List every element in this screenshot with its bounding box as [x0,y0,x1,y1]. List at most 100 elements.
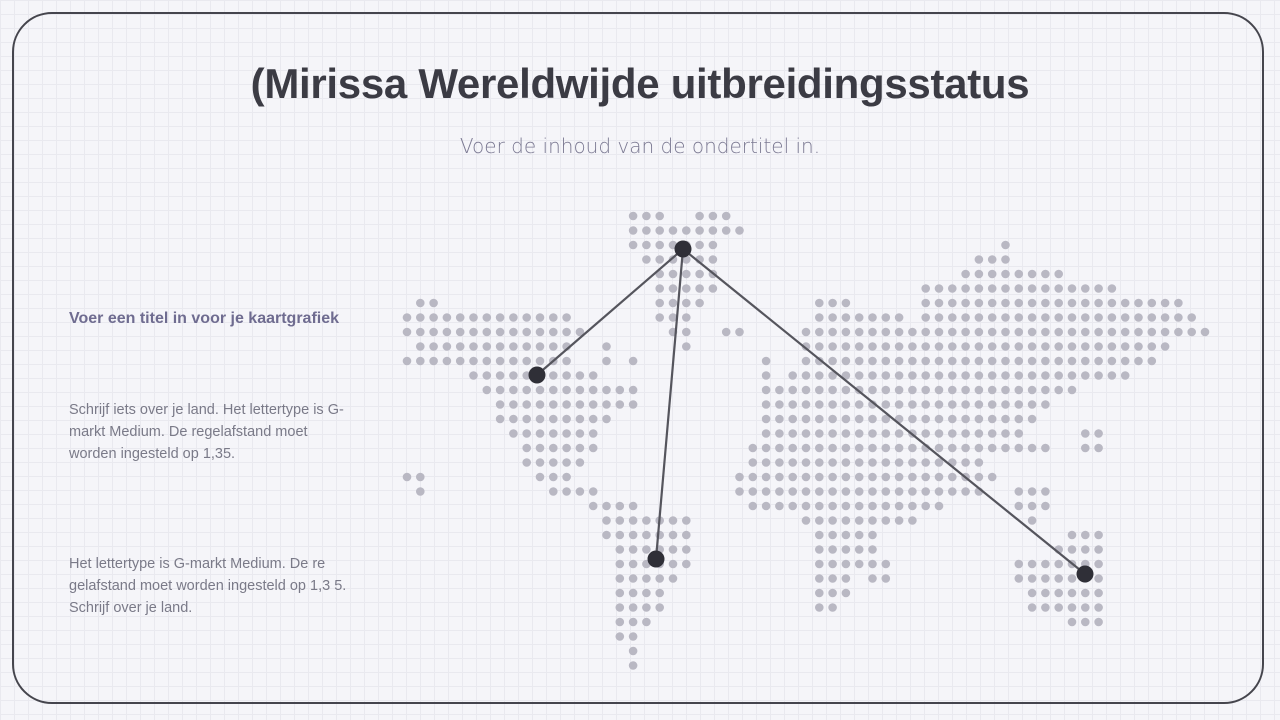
map-dot [948,443,957,453]
map-dot [575,458,585,467]
map-dot [522,429,531,438]
map-dot [934,313,944,322]
map-dot [1094,530,1103,540]
map-dot [775,458,784,467]
map-dot [642,226,651,235]
map-dot [987,356,997,366]
map-dot [894,487,904,496]
map-dot [841,559,851,569]
map-dot [1001,269,1010,279]
map-dot [668,559,678,569]
map-dot [775,443,784,453]
map-dot [1067,617,1077,627]
map-dot [1147,327,1157,337]
page-subtitle: Voer de inhoud van de ondertitel in. [459,134,821,158]
map-dot [1067,313,1077,322]
map-dot [788,400,797,409]
map-dot [442,327,452,337]
map-dot [775,501,784,511]
map-dot [881,400,891,409]
map-dot [854,545,864,554]
map-dot [841,530,851,540]
map-dot [828,298,837,308]
map-dot [974,458,984,467]
map-dot [841,443,851,453]
map-dot [921,472,930,482]
map-dot [668,226,678,235]
map-dot [908,443,917,453]
map-dot [668,574,678,583]
map-dot [509,414,518,424]
map-dot [881,501,891,511]
map-dot [1054,313,1063,322]
map-dot [668,284,678,293]
map-dot [1027,559,1037,569]
map-dot [1054,371,1063,380]
map-dot [588,414,598,424]
map-dot [482,371,492,380]
connection-line-hub-to-north-america [536,248,684,376]
map-dot [868,313,877,322]
map-dot [575,327,585,337]
map-dot [1067,298,1077,308]
map-dot [921,414,930,424]
map-dot [881,487,891,496]
map-dot [1134,327,1143,337]
map-dot [854,487,864,496]
map-dot [748,487,758,496]
map-dot [1081,342,1090,351]
map-dot [828,574,837,583]
map-dot [735,327,744,337]
map-dot [788,501,797,511]
map-dot [868,414,877,424]
map-dot [841,487,851,496]
map-dot [668,298,678,308]
map-dot [482,342,492,351]
map-dot [1054,385,1063,395]
map-dot [1054,559,1063,569]
map-dot [828,327,837,337]
map-dot [1001,342,1010,351]
map-dot [894,342,904,351]
map-dot [828,530,837,540]
map-dot [522,327,531,337]
connection-line-hub-to-south-america [654,248,685,560]
map-dot [602,400,611,409]
map-dot [815,472,824,482]
map-dot [881,443,891,453]
map-dot [682,226,691,235]
map-dot [695,298,704,308]
map-dot [416,327,425,337]
map-dot [961,284,970,293]
map-dot [1054,298,1063,308]
map-dot [881,371,891,380]
map-dot [668,255,678,264]
map-dot [615,559,625,569]
map-dot [868,443,877,453]
map-dot [828,429,837,438]
map-dot [934,298,944,308]
map-dot [934,284,944,293]
map-dot [828,356,837,366]
map-dot [1160,298,1170,308]
map-dot [868,327,877,337]
map-dot [1027,443,1037,453]
map-dot [1041,342,1050,351]
map-dot [575,371,585,380]
map-dot [1054,574,1063,583]
map-dot [1027,298,1037,308]
map-dot [894,400,904,409]
map-dot [987,313,997,322]
map-dot [868,545,877,554]
map-dot [562,313,571,322]
map-dot [815,429,824,438]
map-dot [1120,356,1130,366]
map-dot [549,400,558,409]
map-dot [1081,284,1090,293]
location-marker [647,550,665,568]
map-dot [868,516,877,525]
map-dot [509,313,518,322]
map-dot [1041,603,1050,612]
map-dot [1027,327,1037,337]
map-dot [868,385,877,395]
